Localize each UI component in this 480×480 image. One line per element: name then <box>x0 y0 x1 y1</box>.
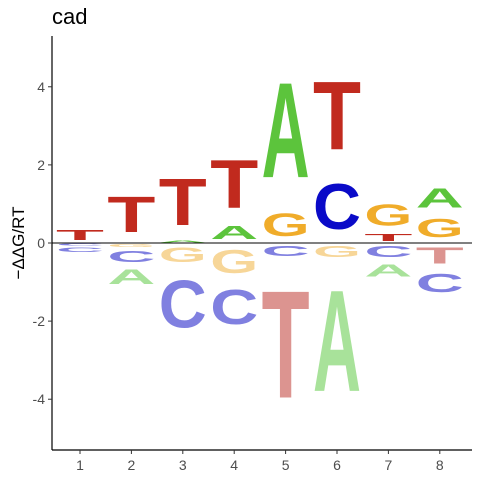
logo-letter-C: C <box>313 171 361 243</box>
logo-letter-C: C <box>262 243 310 259</box>
logo-letter-A: A <box>107 265 155 288</box>
y-tick-label: -2 <box>33 313 46 329</box>
x-tick-label: 1 <box>76 457 84 473</box>
x-tick-label: 5 <box>282 457 290 473</box>
y-tick-label: 4 <box>37 79 45 95</box>
logo-letter-C: C <box>364 243 412 261</box>
logo-letter-A: A <box>159 240 207 243</box>
x-tick-label: 2 <box>128 457 136 473</box>
logo-letter-G: G <box>313 243 361 261</box>
logo-letter-C: C <box>107 248 155 266</box>
y-tick-label: 0 <box>37 235 45 251</box>
logo-letter-A: A <box>210 223 258 243</box>
logo-letter-T: T <box>416 243 464 268</box>
x-axis-ticks: 1 2 3 4 5 6 7 8 <box>76 450 444 473</box>
logo-letter-G: G <box>107 243 155 248</box>
logo-letter-A: A <box>416 182 464 213</box>
logo-letter-G: G <box>364 198 412 232</box>
logo-letter-T: T <box>159 166 207 240</box>
logo-letter-G: G <box>159 243 207 267</box>
logo-letter-C: C <box>56 243 104 246</box>
logo-letter-G: G <box>262 207 310 243</box>
y-axis-title: −ΔΔG/RT <box>9 207 28 280</box>
logo-letter-T: T <box>364 232 412 243</box>
logo-letter-C: C <box>159 267 207 343</box>
logo-letter-T: T <box>210 145 258 222</box>
logo-letter-C: C <box>210 281 258 335</box>
logo-letter-A: A <box>313 260 361 422</box>
x-tick-label: 7 <box>385 457 393 473</box>
logo-letter-C: C <box>416 268 464 298</box>
x-tick-label: 6 <box>333 457 341 473</box>
logo-letter-T: T <box>313 61 361 170</box>
x-tick-label: 4 <box>230 457 238 473</box>
logo-letter-A: A <box>364 261 412 280</box>
x-tick-label: 8 <box>436 457 444 473</box>
logo-letter-A: A <box>262 54 310 206</box>
logo-letter-C: C <box>56 246 104 253</box>
chart-title: cad <box>52 4 88 29</box>
x-tick-label: 3 <box>179 457 187 473</box>
logo-letter-G: G <box>416 214 464 243</box>
logo-letter-G: G <box>210 243 258 280</box>
logo-letter-T: T <box>56 227 104 243</box>
y-axis-ticks: -4 -2 0 2 4 <box>33 79 52 407</box>
y-tick-label: 2 <box>37 157 45 173</box>
logo-letter-T: T <box>107 186 155 243</box>
logo-letter-T: T <box>262 259 310 430</box>
y-tick-label: -4 <box>33 391 46 407</box>
